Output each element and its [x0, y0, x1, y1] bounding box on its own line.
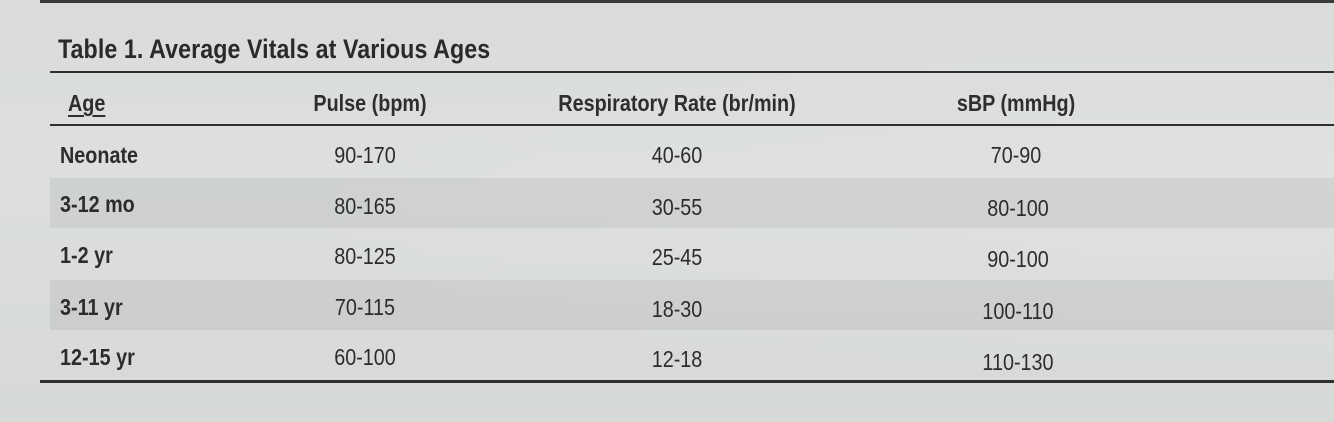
- cell-pulse: 90-170: [334, 142, 396, 168]
- cell-pulse: 60-100: [334, 344, 396, 370]
- column-header-sbp: sBP (mmHg): [956, 90, 1076, 116]
- cell-sbp: 80-100: [987, 195, 1049, 221]
- cell-respiratory-rate: 25-45: [651, 244, 703, 270]
- cell-age: 12-15 yr: [60, 344, 135, 370]
- cell-respiratory-rate: 18-30: [651, 296, 703, 322]
- cell-pulse: 70-115: [334, 294, 396, 320]
- table-top-rule: [50, 71, 1334, 73]
- cell-age: 1-2 yr: [60, 242, 113, 268]
- row-band: [50, 178, 1334, 228]
- table-caption: Table 1. Average Vitals at Various Ages: [58, 34, 491, 64]
- cell-age: 3-11 yr: [60, 294, 123, 320]
- column-header-respiratory-rate: Respiratory Rate (br/min): [558, 90, 796, 116]
- column-header-pulse: Pulse (bpm): [313, 90, 427, 116]
- cell-age: 3-12 mo: [60, 191, 135, 217]
- cell-pulse: 80-125: [334, 243, 396, 269]
- cell-respiratory-rate: 12-18: [651, 346, 703, 372]
- cell-sbp: 90-100: [987, 246, 1049, 272]
- cell-sbp: 110-130: [982, 349, 1054, 375]
- cell-respiratory-rate: 40-60: [651, 142, 703, 168]
- cell-sbp: 70-90: [990, 142, 1042, 168]
- row-band: [50, 280, 1334, 330]
- top-page-rule: [40, 0, 1334, 3]
- cell-age: Neonate: [60, 142, 139, 168]
- cell-sbp: 100-110: [982, 298, 1054, 324]
- cell-pulse: 80-165: [334, 193, 396, 219]
- cell-respiratory-rate: 30-55: [651, 194, 703, 220]
- column-header-age: Age: [68, 90, 106, 116]
- header-rule: [50, 124, 1334, 126]
- table-bottom-rule: [40, 380, 1334, 383]
